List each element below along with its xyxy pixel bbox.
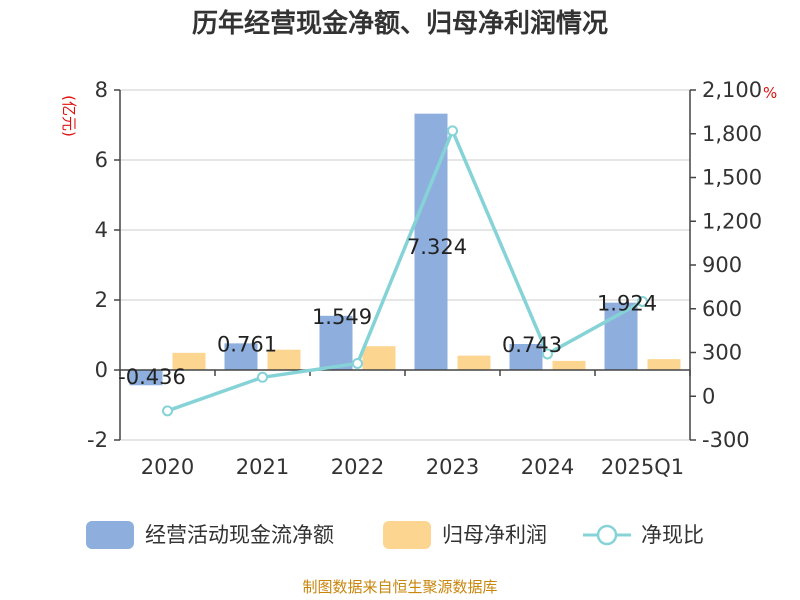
x-tick-label: 2021: [236, 455, 289, 479]
legend-label-cash-flow: 经营活动现金流净额: [145, 523, 334, 547]
right-tick-label: 1,800: [702, 122, 762, 146]
right-tick-label: 300: [702, 341, 742, 365]
data-source-note: 制图数据来自恒生聚源数据库: [302, 578, 497, 596]
legend-marker-cash-ratio: [596, 524, 618, 546]
line-point-cash-ratio: [447, 125, 458, 137]
bar-net-profit: [457, 355, 491, 370]
data-labels: -0.436 0.761 1.549 7.324 0.743 1.924: [118, 235, 657, 389]
bar-net-profit: [552, 360, 586, 370]
gridlines: [120, 89, 690, 441]
right-tick-label: 600: [702, 297, 742, 321]
left-tick-label: 0: [95, 358, 108, 382]
data-label-cash-flow: 1.924: [597, 292, 657, 316]
right-tick-label: -300: [702, 428, 750, 452]
bar-series: [129, 113, 681, 386]
data-label-cash-flow: 7.324: [407, 235, 467, 259]
bar-operating-cash-flow: [129, 370, 163, 386]
right-tick-label: 1,200: [702, 209, 762, 233]
left-tick-label: 8: [95, 78, 108, 102]
x-tick-label: 2022: [331, 455, 384, 479]
line-point-cash-ratio: [637, 295, 648, 307]
legend-label-net-profit: 归母净利润: [442, 523, 547, 547]
x-tick-label: 2023: [426, 455, 479, 479]
bar-net-profit: [267, 349, 301, 370]
bar-operating-cash-flow: [319, 315, 353, 370]
left-tick-label: 2: [95, 288, 108, 312]
x-tick-label: 2025Q1: [601, 455, 684, 479]
left-tick-label: -2: [87, 428, 108, 452]
left-tick-label: 4: [95, 218, 108, 242]
line-cash-ratio: [166, 126, 644, 413]
legend-label-cash-ratio: 净现比: [641, 523, 704, 547]
legend: 经营活动现金流净额 归母净利润 净现比: [86, 521, 704, 549]
chart-title: 历年经营现金净额、归母净利润情况: [192, 8, 608, 39]
x-tick-label: 2024: [521, 455, 574, 479]
data-label-cash-flow: 0.743: [502, 333, 562, 357]
legend-swatch-net-profit: [383, 521, 431, 549]
line-point-cash-ratio: [542, 348, 553, 360]
line-point-cash-ratio: [162, 405, 173, 417]
left-tick-label: 6: [95, 148, 108, 172]
line-point-cash-ratio: [257, 371, 268, 383]
data-label-cash-flow: 0.761: [217, 332, 277, 356]
bar-net-profit: [362, 346, 396, 370]
line-series: [162, 125, 648, 417]
right-tick-label: 0: [702, 384, 715, 408]
right-tick-label: 1,500: [702, 166, 762, 190]
right-tick-label: 900: [702, 253, 742, 277]
bar-net-profit: [647, 359, 681, 370]
legend-swatch-cash-flow: [86, 521, 134, 549]
bar-operating-cash-flow: [509, 343, 543, 370]
axes: -2 0 2 4 6 8 -300 0 300 600 900 1,200 1,500 1,800 2,10…: [87, 78, 762, 479]
data-label-cash-flow: 1.549: [312, 305, 372, 329]
right-axis-unit: %: [763, 84, 777, 102]
line-point-cash-ratio: [352, 357, 363, 369]
bar-operating-cash-flow: [224, 343, 258, 370]
data-label-cash-flow: -0.436: [118, 365, 186, 389]
x-tick-label: 2020: [141, 455, 194, 479]
bar-net-profit: [172, 352, 206, 370]
right-tick-label: 2,100: [702, 78, 762, 102]
left-axis-unit: (亿元): [60, 95, 78, 137]
